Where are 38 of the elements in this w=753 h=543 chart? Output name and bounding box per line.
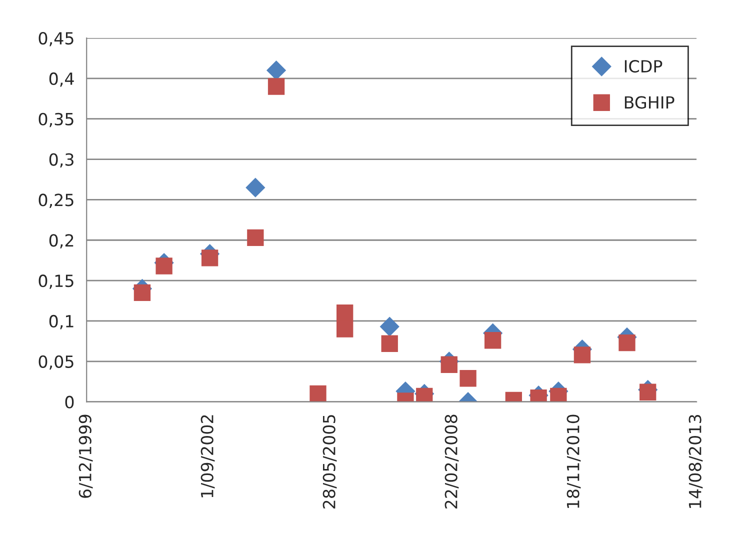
point: [380, 317, 400, 336]
point: [574, 346, 591, 364]
y-tick-label: 0,15: [38, 274, 74, 289]
point: [310, 385, 326, 402]
point: [156, 258, 172, 274]
point: [618, 334, 636, 352]
point: [381, 335, 398, 352]
legend-label: BGHIP: [624, 96, 674, 109]
y-tick-label: 0,35: [38, 112, 74, 128]
x-tick-label: 18/11/2010: [566, 414, 581, 508]
y-tick-label: 0,1: [49, 314, 74, 330]
y-tick-label: 0,4: [49, 72, 74, 87]
y-tick-label: 0,45: [38, 32, 74, 46]
x-tick-label: 1/09/2002: [200, 415, 215, 498]
point: [484, 332, 502, 349]
point: [336, 304, 354, 322]
y-tick-label: 0: [65, 396, 74, 408]
point: [268, 78, 285, 95]
y-tick-label: 0,05: [38, 355, 74, 370]
point: [246, 178, 265, 198]
point: [440, 356, 458, 373]
legend-label: ICDP: [624, 60, 662, 73]
x-tick-label: 22/02/2008: [444, 414, 459, 508]
point: [460, 370, 476, 387]
y-tick-label: 0,3: [49, 153, 74, 168]
point: [247, 229, 264, 246]
point: [336, 320, 354, 338]
point: [201, 250, 218, 266]
point: [266, 60, 286, 80]
y-tick-label: 0,25: [38, 194, 74, 208]
x-tick-label: 6/12/1999: [78, 414, 93, 498]
point: [550, 388, 567, 402]
y-tick-label: 0,2: [49, 234, 74, 248]
point: [640, 384, 656, 400]
x-tick-label: 14/08/2013: [688, 414, 703, 508]
x-tick-label: 28/05/2005: [322, 415, 337, 508]
point: [134, 284, 151, 302]
point: [416, 388, 433, 402]
